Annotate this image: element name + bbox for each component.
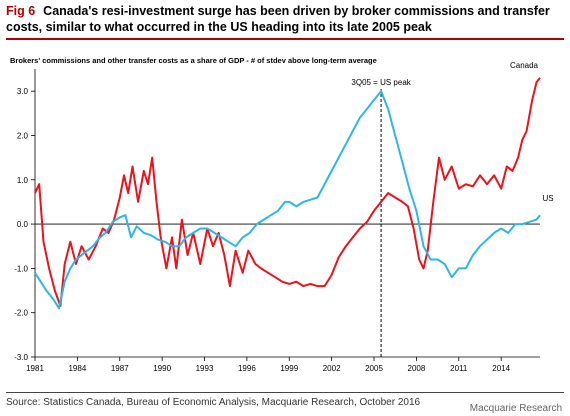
- x-tick-label: 1999: [280, 364, 298, 373]
- chart-title: Brokers' commissions and other transfer …: [10, 56, 377, 65]
- x-tick-label: 1996: [238, 364, 256, 373]
- x-tick-label: 1987: [111, 364, 129, 373]
- figure-label: Fig 6: [6, 4, 36, 18]
- y-tick-label: -1.0: [14, 264, 28, 273]
- x-tick-label: 2014: [492, 364, 510, 373]
- x-tick-label: 2008: [408, 364, 426, 373]
- series-line-us: [34, 90, 541, 310]
- x-tick-label: 1981: [26, 364, 44, 373]
- source-note: Source: Statistics Canada, Bureau of Eco…: [6, 397, 421, 408]
- title-rule: [6, 38, 564, 40]
- x-tick-label: 2002: [323, 364, 341, 373]
- x-tick-label: 2011: [450, 364, 468, 373]
- y-tick-label: 1.0: [17, 176, 29, 185]
- x-tick-label: 1984: [68, 364, 86, 373]
- y-tick-label: 0.0: [17, 220, 29, 229]
- brand-name: Macquarie Research: [469, 403, 562, 414]
- y-tick-label: -2.0: [14, 309, 28, 318]
- series-label-us: US: [542, 194, 553, 203]
- figure-title-text: Canada's resi-investment surge has been …: [6, 4, 550, 34]
- series-label-canada: Canada: [510, 61, 539, 70]
- x-tick-label: 2005: [365, 364, 383, 373]
- y-tick-label: 3.0: [17, 87, 29, 96]
- x-tick-label: 1990: [153, 364, 171, 373]
- y-tick-label: 2.0: [17, 131, 29, 140]
- x-tick-label: 1993: [196, 364, 214, 373]
- y-tick-label: -3.0: [14, 353, 28, 362]
- source-rule: [6, 392, 564, 393]
- figure-title: Fig 6 Canada's resi-investment surge has …: [6, 3, 566, 35]
- series-line-canada: [34, 77, 541, 307]
- annotation-label: 3Q05 = US peak: [351, 78, 411, 87]
